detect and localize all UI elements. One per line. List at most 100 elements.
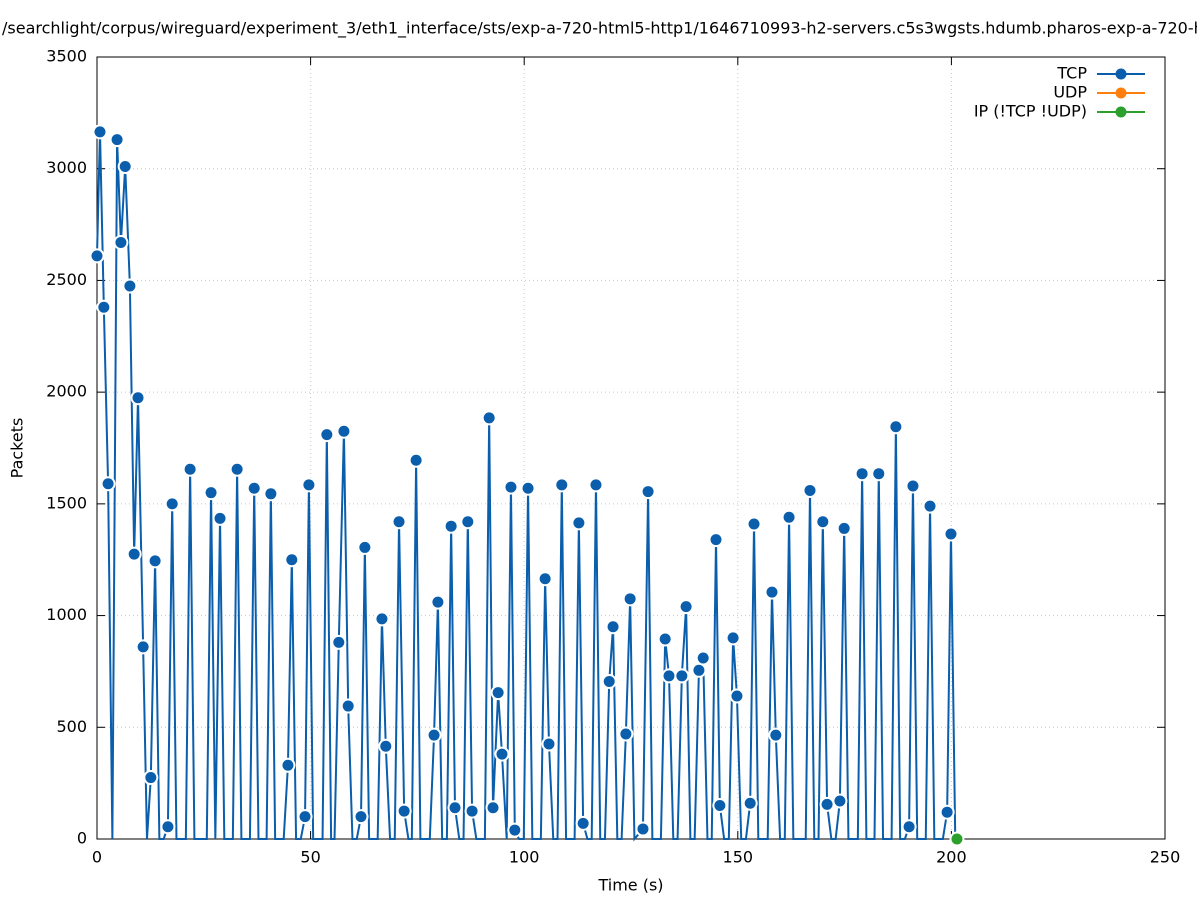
data-point — [410, 454, 422, 466]
data-point — [445, 520, 457, 532]
data-point — [115, 236, 127, 248]
data-point — [951, 833, 963, 845]
data-point — [338, 425, 350, 437]
x-tick-label: 150 — [723, 848, 754, 867]
data-point — [663, 670, 675, 682]
data-point — [697, 652, 709, 664]
chart-title: /searchlight/corpus/wireguard/experiment… — [2, 19, 1197, 39]
data-point — [766, 586, 778, 598]
legend-marker — [1115, 87, 1127, 99]
data-point — [398, 805, 410, 817]
plot-border — [96, 56, 1166, 840]
data-point — [838, 522, 850, 534]
y-axis-label: Packets — [8, 418, 27, 479]
data-point — [680, 601, 692, 613]
data-point — [98, 301, 110, 313]
data-point — [907, 480, 919, 492]
data-point — [693, 664, 705, 676]
legend-label: IP (!TCP !UDP) — [974, 102, 1087, 121]
data-point — [924, 500, 936, 512]
data-point — [214, 512, 226, 524]
data-point — [783, 511, 795, 523]
data-point — [903, 821, 915, 833]
data-point — [94, 126, 106, 138]
data-point — [380, 740, 392, 752]
y-tick-label: 1000 — [46, 605, 87, 624]
data-point — [637, 823, 649, 835]
data-point — [128, 548, 140, 560]
data-point — [945, 528, 957, 540]
data-point — [282, 759, 294, 771]
data-point — [376, 613, 388, 625]
y-tick-label: 1500 — [46, 493, 87, 512]
data-point — [607, 621, 619, 633]
data-point — [731, 690, 743, 702]
y-tick-label: 0 — [77, 829, 87, 848]
data-point — [166, 498, 178, 510]
data-point — [321, 429, 333, 441]
x-tick-label: 100 — [509, 848, 540, 867]
data-point — [770, 729, 782, 741]
data-point — [748, 518, 760, 530]
data-point — [145, 772, 157, 784]
data-point — [941, 806, 953, 818]
series-line — [96, 131, 957, 842]
data-point — [856, 468, 868, 480]
legend-label: TCP — [1056, 64, 1087, 83]
data-point — [149, 555, 161, 567]
data-point — [286, 554, 298, 566]
data-point — [483, 412, 495, 424]
data-point — [205, 487, 217, 499]
x-tick-label: 50 — [300, 848, 320, 867]
data-point — [299, 811, 311, 823]
data-point — [333, 636, 345, 648]
data-point — [505, 481, 517, 493]
data-point — [355, 811, 367, 823]
data-point — [449, 802, 461, 814]
data-point — [659, 633, 671, 645]
y-tick-label: 2500 — [46, 270, 87, 289]
y-tick-label: 2000 — [46, 382, 87, 401]
data-point — [509, 824, 521, 836]
data-point — [556, 479, 568, 491]
data-point — [359, 541, 371, 553]
data-point — [303, 479, 315, 491]
data-point — [91, 250, 103, 262]
data-point — [248, 482, 260, 494]
data-point — [573, 517, 585, 529]
data-point — [428, 729, 440, 741]
data-point — [590, 479, 602, 491]
data-point — [543, 738, 555, 750]
data-point — [111, 134, 123, 146]
data-point — [744, 797, 756, 809]
data-point — [496, 748, 508, 760]
data-point — [102, 478, 114, 490]
data-point — [873, 468, 885, 480]
y-tick-label: 3500 — [46, 47, 87, 66]
x-tick-label: 0 — [92, 848, 102, 867]
data-point — [162, 821, 174, 833]
data-point — [462, 516, 474, 528]
data-point — [804, 484, 816, 496]
x-axis-label: Time (s) — [597, 876, 663, 895]
legend-marker — [1115, 68, 1127, 80]
data-point — [890, 421, 902, 433]
data-point — [727, 632, 739, 644]
data-point — [466, 805, 478, 817]
data-point — [492, 687, 504, 699]
data-point — [624, 593, 636, 605]
data-point — [184, 463, 196, 475]
data-point — [265, 488, 277, 500]
data-point — [676, 670, 688, 682]
data-point — [487, 802, 499, 814]
data-point — [124, 280, 136, 292]
data-point — [432, 596, 444, 608]
y-tick-label: 500 — [56, 717, 87, 736]
data-point — [539, 573, 551, 585]
data-point — [710, 534, 722, 546]
y-tick-label: 3000 — [46, 158, 87, 177]
data-point — [821, 798, 833, 810]
data-point — [342, 700, 354, 712]
data-point — [834, 795, 846, 807]
